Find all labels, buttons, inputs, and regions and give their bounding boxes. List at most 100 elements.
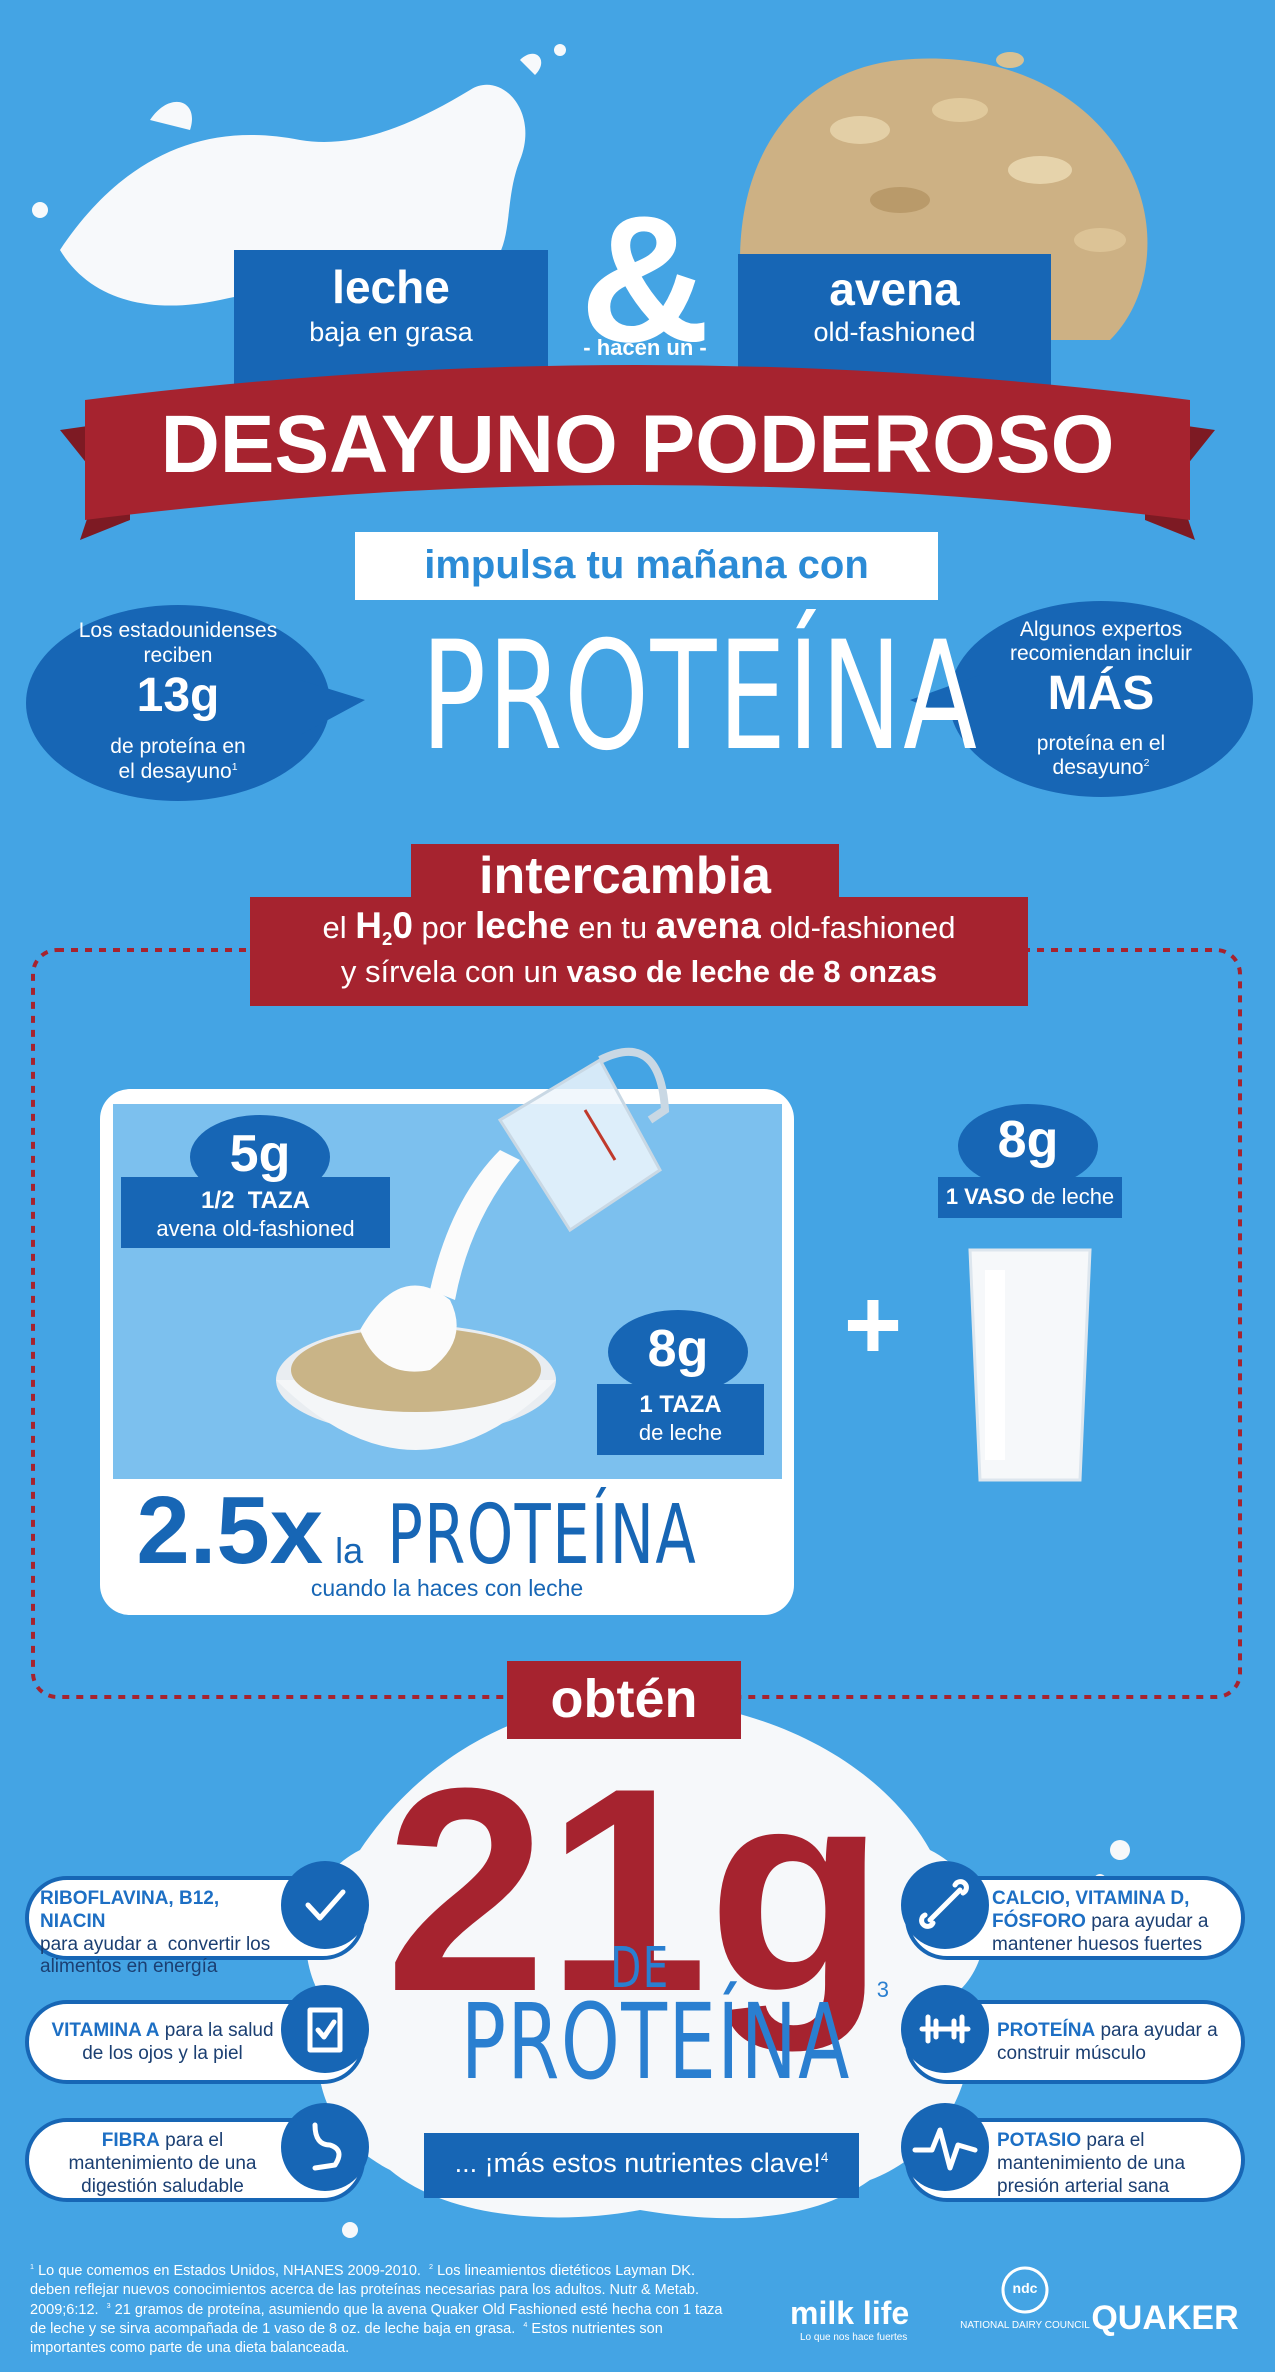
left-box-subtitle: baja en grasa bbox=[309, 317, 473, 347]
glass-label: 1 VASO de leche bbox=[938, 1184, 1122, 1209]
line: el desayuno bbox=[118, 760, 232, 784]
note: 3 bbox=[876, 1977, 889, 2002]
total-word-line: PROTEÍNA 3 bbox=[385, 1979, 889, 2095]
bubble-text: de proteína en el desayuno1 bbox=[28, 734, 328, 784]
bubble-amount: 13g bbox=[136, 669, 220, 722]
swap-box bbox=[250, 897, 1028, 1006]
measure: 1 TAZA bbox=[639, 1391, 722, 1418]
footnote-mark: 3 bbox=[106, 2300, 111, 2310]
leche-box bbox=[234, 250, 548, 386]
note: 4 bbox=[820, 2150, 829, 2165]
line: Los estadounidenses bbox=[78, 619, 278, 642]
bubble-text: Algunos expertos recomiendan incluir bbox=[951, 618, 1251, 666]
footnote-mark: 4 bbox=[523, 2320, 528, 2330]
nutrient: RIBOFLAVINA, B12, NIACIN para ayudar a co… bbox=[40, 1888, 280, 1979]
tagline: ... ¡más estos nutrientes clave!4 bbox=[424, 2148, 859, 2179]
nutrient-highlight: RIBOFLAVINA, B12, NIACIN bbox=[40, 1888, 220, 1932]
tagline-text: ... ¡más estos nutrientes clave! bbox=[454, 2148, 821, 2178]
run: vaso de leche de 8 onzas bbox=[566, 954, 938, 989]
nutrient-icons bbox=[281, 1861, 989, 2191]
nutrient-highlight: PROTEÍNA bbox=[997, 2020, 1096, 2041]
measure: 1/2 TAZA bbox=[201, 1187, 310, 1214]
milk-pour bbox=[360, 1285, 457, 1372]
line: recomiendan incluir bbox=[1009, 642, 1193, 666]
icon-circle bbox=[281, 2103, 369, 2191]
nutrient-highlight: CALCIO, VITAMINA D, FÓSFORO bbox=[992, 1888, 1190, 1932]
connector: - hacen un - bbox=[583, 335, 707, 360]
total-title: obtén bbox=[550, 1669, 698, 1729]
cup-handle bbox=[598, 1047, 670, 1124]
stomach-icon bbox=[312, 2122, 342, 2171]
connector: la bbox=[335, 1530, 364, 1571]
oat-flake bbox=[870, 187, 930, 213]
milk-stream bbox=[430, 1150, 520, 1300]
footnote: Los lineamientos dietéticos Layman DK. d… bbox=[30, 2263, 704, 2318]
check-icon bbox=[305, 1889, 346, 1921]
milk-drop bbox=[32, 202, 48, 218]
lead: impulsa tu mañana con bbox=[424, 543, 869, 587]
tagline-box bbox=[424, 2133, 859, 2198]
bubble-amount: MÁS bbox=[1047, 667, 1155, 720]
oat-flake bbox=[830, 116, 890, 144]
total-title-box bbox=[507, 1661, 741, 1739]
run: H bbox=[355, 905, 383, 946]
nutrient-text: para ayudar a mantener huesos fuertes bbox=[992, 1910, 1209, 1955]
nutrient: PROTEÍNA para ayudar a construir músculo bbox=[997, 2020, 1232, 2066]
line: proteína en el bbox=[1036, 732, 1166, 755]
nutrient: POTASIO para el mantenimiento de una pre… bbox=[997, 2130, 1232, 2198]
ribbon bbox=[85, 365, 1190, 520]
oat-flake bbox=[932, 98, 988, 122]
multiplier: 2.5x bbox=[136, 1477, 324, 1584]
label: de leche bbox=[638, 1420, 723, 1445]
bubble-text: proteína en el desayuno2 bbox=[951, 732, 1251, 780]
amount: 8g bbox=[647, 1320, 709, 1378]
quaker-logo: QUAKER bbox=[1091, 2299, 1239, 2337]
milk-life-tagline: Lo que nos hace fuertes bbox=[800, 2332, 908, 2343]
ndc-mark: ndc bbox=[1012, 2280, 1038, 2296]
milk-drop bbox=[554, 44, 566, 56]
cup-markings bbox=[583, 1109, 617, 1161]
footnotes: 1 Lo que comemos en Estados Unidos, NHAN… bbox=[30, 2262, 730, 2358]
measuring-cup bbox=[497, 1057, 662, 1233]
amount-bubble bbox=[958, 1104, 1098, 1188]
oat-flake bbox=[1074, 228, 1126, 252]
run: 2 bbox=[382, 928, 393, 950]
milk-drop bbox=[1110, 1840, 1130, 1860]
amount: 8g bbox=[997, 1111, 1059, 1169]
bubble-text: Los estadounidenses reciben bbox=[28, 618, 328, 668]
right-box-title: avena bbox=[829, 263, 960, 315]
nutrient-highlight: VITAMINA A bbox=[51, 2020, 160, 2041]
note: 2 bbox=[1143, 757, 1150, 770]
label: avena old-fashioned bbox=[156, 1216, 355, 1241]
note: 1 bbox=[231, 761, 238, 774]
ampersand: & bbox=[580, 179, 710, 380]
plus: + bbox=[843, 1269, 903, 1381]
nutrient-text: para la salud de los ojos y la piel bbox=[82, 2020, 274, 2064]
footnote-mark: 2 bbox=[429, 2262, 434, 2272]
footnote: Lo que comemos en Estados Unidos, NHANES… bbox=[34, 2263, 429, 2279]
icon-glyphs bbox=[305, 1879, 978, 2171]
oat-flake bbox=[996, 52, 1024, 68]
icon-circle bbox=[281, 1985, 369, 2073]
left-box-title: leche bbox=[332, 261, 450, 313]
measure: 1 VASO bbox=[945, 1184, 1025, 1209]
milk-drop bbox=[342, 2222, 358, 2238]
amount-box bbox=[938, 1177, 1122, 1218]
word: PROTEÍNA bbox=[387, 1488, 698, 1583]
run: leche bbox=[474, 905, 570, 946]
nutrient-text: para ayudar a construir músculo bbox=[997, 2020, 1218, 2064]
nutrient: CALCIO, VITAMINA D, FÓSFORO para ayudar … bbox=[992, 1888, 1232, 1956]
run: 0 bbox=[392, 905, 413, 946]
run: en tu bbox=[569, 910, 656, 945]
footnote: 21 gramos de proteína, asumiendo que la … bbox=[30, 2301, 727, 2337]
ndc-name: NATIONAL DAIRY COUNCIL bbox=[960, 2320, 1090, 2331]
ndc-logo bbox=[1001, 2266, 1049, 2314]
amount: 5g bbox=[229, 1125, 291, 1183]
multiplier-line: 2.5x la PROTEÍNA bbox=[100, 1478, 794, 1584]
nutrient-highlight: FIBRA bbox=[101, 2130, 160, 2151]
footnote: Estos nutrientes son importantes como pa… bbox=[30, 2320, 667, 2357]
caption: cuando la haces con leche bbox=[310, 1575, 584, 1601]
total-amount: 21g bbox=[385, 1728, 885, 2052]
run: avena bbox=[655, 905, 761, 946]
